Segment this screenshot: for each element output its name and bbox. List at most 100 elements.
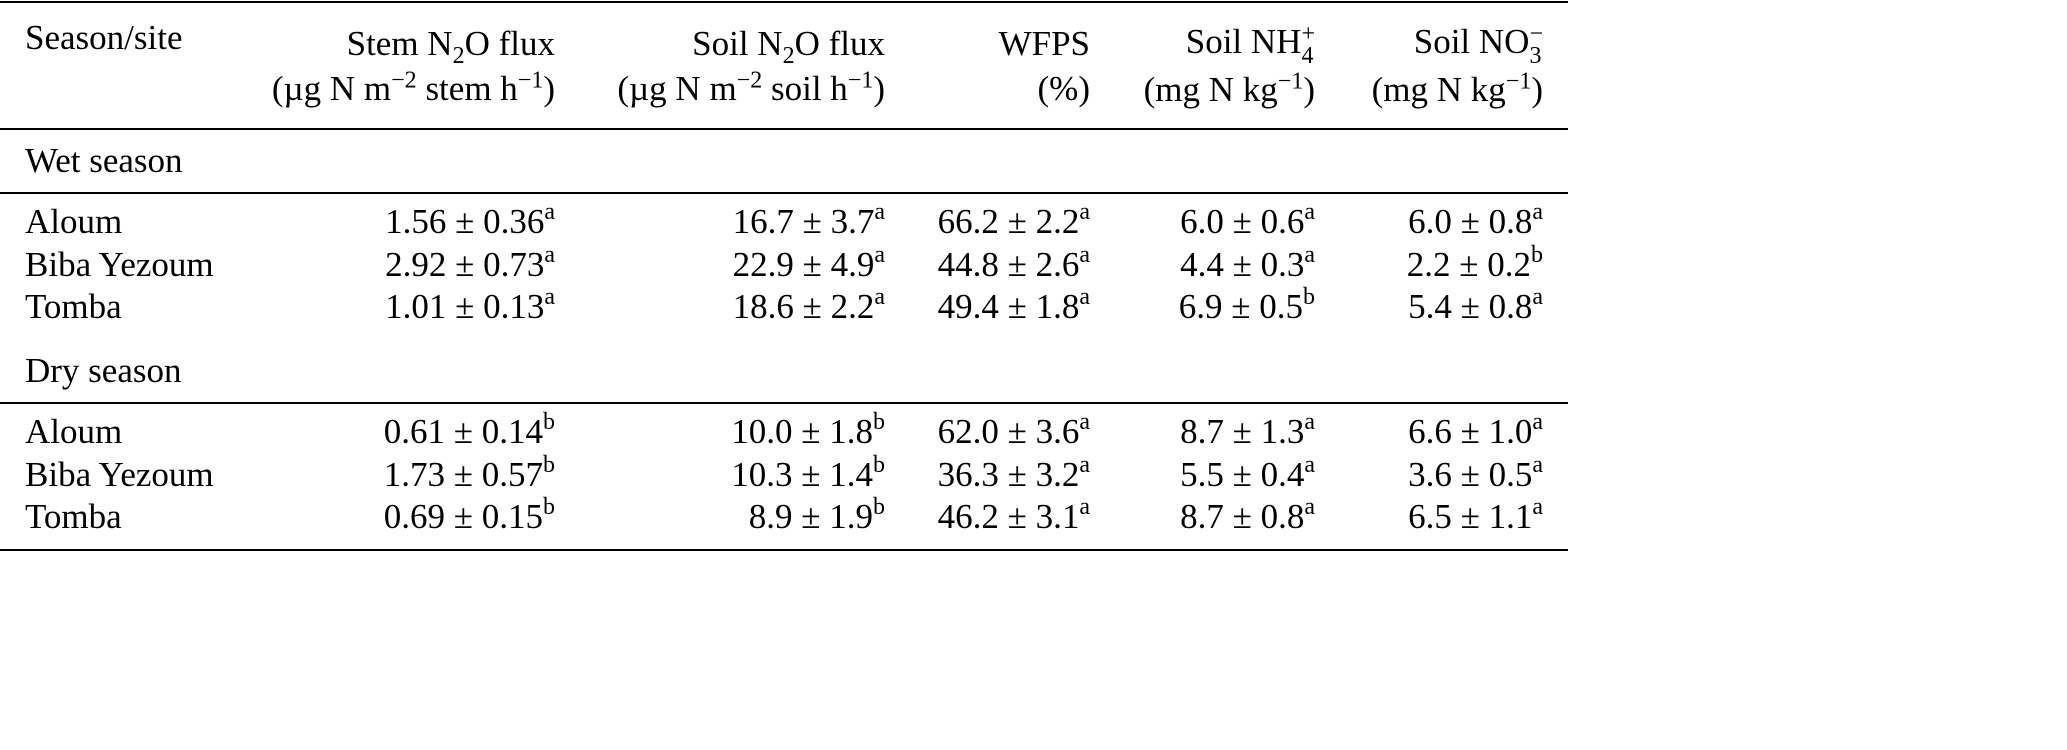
section-row: Wet season [0, 129, 1568, 193]
value-cell: 16.7 ± 3.7a [570, 193, 900, 242]
value-text: 10.3 ± 1.4 [731, 454, 873, 494]
value-text: 6.0 ± 0.8 [1408, 202, 1533, 241]
significance-letter: b [1303, 284, 1315, 310]
value-cell: 8.9 ± 1.9b [570, 494, 900, 550]
value-cell: 18.6 ± 2.2a [570, 285, 900, 339]
value-text: 1.56 ± 0.36 [385, 202, 545, 241]
header-cell: WFPS (%) [900, 2, 1105, 129]
unit-text: ) [1303, 69, 1315, 109]
superscript: −1 [1277, 68, 1304, 95]
superscript: −2 [736, 66, 763, 93]
ion-charge: +4 [1301, 20, 1315, 68]
significance-letter: a [1304, 199, 1315, 225]
header-text: Stem N [346, 23, 453, 63]
value-text: 2.2 ± 0.2 [1406, 244, 1531, 284]
site-cell: Biba Yezoum [25, 244, 214, 284]
significance-letter: a [1079, 199, 1090, 225]
value-text: 1.73 ± 0.57 [383, 454, 543, 494]
superscript: −1 [1505, 68, 1532, 95]
value-cell: 44.8 ± 2.6a [900, 242, 1105, 287]
value-text: 8.7 ± 0.8 [1180, 497, 1305, 536]
value-cell: 49.4 ± 1.8a [900, 284, 1105, 339]
data-row: Biba Yezoum 1.73 ± 0.57b 10.3 ± 1.4b 36.3 ±… [0, 452, 1568, 497]
significance-letter: b [543, 494, 555, 520]
value-cell: 66.2 ± 2.2a [900, 193, 1105, 242]
unit-text: (%) [1037, 68, 1090, 108]
value-cell: 1.01 ± 0.13a [250, 284, 570, 339]
value-cell: 3.6 ± 0.5a [1330, 452, 1568, 497]
unit-text: (µg N m [271, 68, 392, 108]
header-text: O flux [464, 23, 555, 63]
significance-letter: b [873, 451, 885, 478]
site-cell: Aloum [25, 202, 123, 241]
significance-letter: a [1532, 199, 1543, 225]
value-text: 3.6 ± 0.5 [1408, 454, 1533, 494]
data-row: Aloum 0.61 ± 0.14b 10.0 ± 1.8b 62.0 ± 3.6a 8… [0, 403, 1568, 452]
header-cell: Season/site [0, 2, 250, 129]
significance-letter: a [1304, 494, 1315, 520]
value-text: 44.8 ± 2.6 [937, 244, 1080, 284]
value-text: 10.0 ± 1.8 [731, 412, 873, 451]
value-cell: 6.0 ± 0.6a [1105, 193, 1330, 242]
value-text: 18.6 ± 2.2 [732, 287, 875, 326]
data-row: Biba Yezoum 2.92 ± 0.73a 22.9 ± 4.9a 44.8 ±… [0, 242, 1568, 287]
unit-text: stem h [416, 68, 518, 108]
value-cell: 1.56 ± 0.36a [250, 193, 570, 242]
significance-letter: a [544, 241, 555, 268]
significance-letter: b [873, 494, 885, 520]
subscript: 3 [1529, 42, 1542, 69]
significance-letter: a [874, 241, 885, 268]
site-cell: Aloum [25, 412, 123, 451]
site-cell: Biba Yezoum [25, 454, 214, 494]
value-text: 0.69 ± 0.15 [383, 497, 543, 536]
header-text: WFPS [998, 23, 1090, 63]
unit-text: ) [543, 68, 555, 108]
data-row: Aloum 1.56 ± 0.36a 16.7 ± 3.7a 66.2 ± 2.2a 6… [0, 193, 1568, 242]
value-text: 62.0 ± 3.6 [937, 412, 1080, 451]
value-text: 4.4 ± 0.3 [1180, 244, 1305, 284]
header-text: Season/site [25, 18, 183, 57]
significance-letter: b [873, 409, 885, 435]
significance-letter: a [1079, 409, 1090, 435]
value-cell: 0.69 ± 0.15b [250, 494, 570, 550]
section-label: Wet season [25, 141, 183, 180]
unit-text: ) [873, 68, 885, 108]
table-section: Dry season Aloum 0.61 ± 0.14b 10.0 ± 1.8b 62… [0, 339, 1568, 550]
unit-text: (µg N m [617, 68, 737, 108]
significance-letter: a [1304, 241, 1315, 268]
value-cell: 5.5 ± 0.4a [1105, 452, 1330, 497]
value-cell: 6.6 ± 1.0a [1330, 403, 1568, 452]
value-cell: 8.7 ± 1.3a [1105, 403, 1330, 452]
significance-letter: a [544, 284, 555, 310]
significance-letter: a [1079, 451, 1090, 478]
significance-letter: b [543, 409, 555, 435]
value-text: 16.7 ± 3.7 [732, 202, 875, 241]
superscript: −1 [847, 66, 874, 93]
value-text: 2.92 ± 0.73 [385, 244, 545, 284]
header-cell: Soil NO −3 (mg N kg−1) [1330, 2, 1568, 129]
significance-letter: b [543, 451, 555, 478]
superscript: −1 [517, 66, 544, 93]
significance-letter: a [874, 199, 885, 225]
value-cell: 4.4 ± 0.3a [1105, 242, 1330, 287]
value-cell: 2.92 ± 0.73a [250, 242, 570, 287]
value-cell: 6.0 ± 0.8a [1330, 193, 1568, 242]
value-text: 5.5 ± 0.4 [1180, 454, 1305, 494]
header-text: O flux [794, 23, 885, 63]
table-section: Wet season Aloum 1.56 ± 0.36a 16.7 ± 3.7a 66… [0, 129, 1568, 339]
unit-text: (mg N kg [1143, 69, 1278, 109]
header-cell: Stem N2O flux (µg N m−2 stem h−1) [250, 2, 570, 129]
value-text: 8.9 ± 1.9 [748, 497, 873, 536]
subscript: 2 [452, 42, 465, 69]
superscript: + [1301, 20, 1315, 47]
value-text: 66.2 ± 2.2 [937, 202, 1080, 241]
significance-letter: a [1079, 494, 1090, 520]
value-cell: 2.2 ± 0.2b [1330, 242, 1568, 287]
significance-letter: a [1532, 284, 1543, 310]
significance-letter: a [1079, 284, 1090, 310]
value-text: 6.6 ± 1.0 [1408, 412, 1533, 451]
value-cell: 6.9 ± 0.5b [1105, 284, 1330, 339]
value-text: 6.0 ± 0.6 [1180, 202, 1305, 241]
value-cell: 1.73 ± 0.57b [250, 452, 570, 497]
